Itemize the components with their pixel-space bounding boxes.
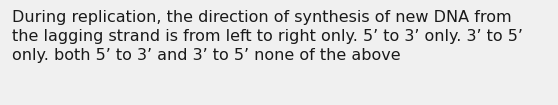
Text: only. both 5’ to 3’ and 3’ to 5’ none of the above: only. both 5’ to 3’ and 3’ to 5’ none of…	[12, 48, 401, 63]
Text: the lagging strand is from left to right only. 5’ to 3’ only. 3’ to 5’: the lagging strand is from left to right…	[12, 29, 523, 44]
Text: During replication, the direction of synthesis of new DNA from: During replication, the direction of syn…	[12, 10, 512, 25]
